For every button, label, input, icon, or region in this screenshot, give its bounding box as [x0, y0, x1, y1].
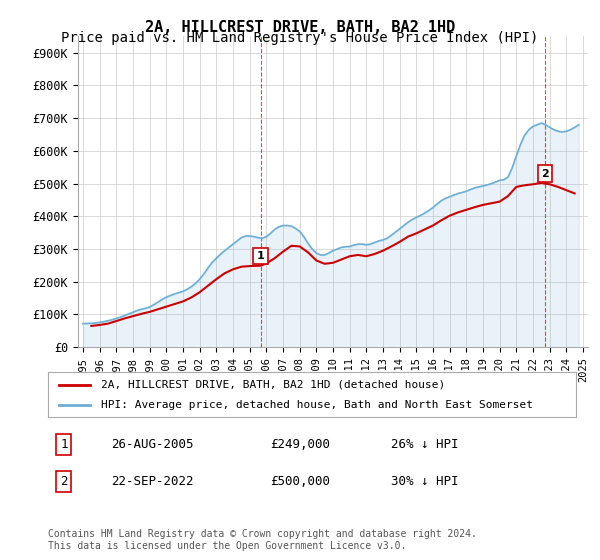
Text: 22-SEP-2022: 22-SEP-2022	[112, 475, 194, 488]
Text: £500,000: £500,000	[270, 475, 330, 488]
Text: £249,000: £249,000	[270, 438, 330, 451]
Text: Contains HM Land Registry data © Crown copyright and database right 2024.
This d: Contains HM Land Registry data © Crown c…	[48, 529, 477, 551]
Text: 1: 1	[257, 251, 265, 261]
Text: 2A, HILLCREST DRIVE, BATH, BA2 1HD: 2A, HILLCREST DRIVE, BATH, BA2 1HD	[145, 20, 455, 35]
Text: 2: 2	[60, 475, 68, 488]
Text: 2A, HILLCREST DRIVE, BATH, BA2 1HD (detached house): 2A, HILLCREST DRIVE, BATH, BA2 1HD (deta…	[101, 380, 445, 390]
Text: 30% ↓ HPI: 30% ↓ HPI	[391, 475, 459, 488]
Text: 26% ↓ HPI: 26% ↓ HPI	[391, 438, 459, 451]
Text: 2: 2	[541, 169, 549, 179]
Text: HPI: Average price, detached house, Bath and North East Somerset: HPI: Average price, detached house, Bath…	[101, 400, 533, 410]
Text: Price paid vs. HM Land Registry's House Price Index (HPI): Price paid vs. HM Land Registry's House …	[61, 31, 539, 45]
Text: 26-AUG-2005: 26-AUG-2005	[112, 438, 194, 451]
Text: 1: 1	[60, 438, 68, 451]
